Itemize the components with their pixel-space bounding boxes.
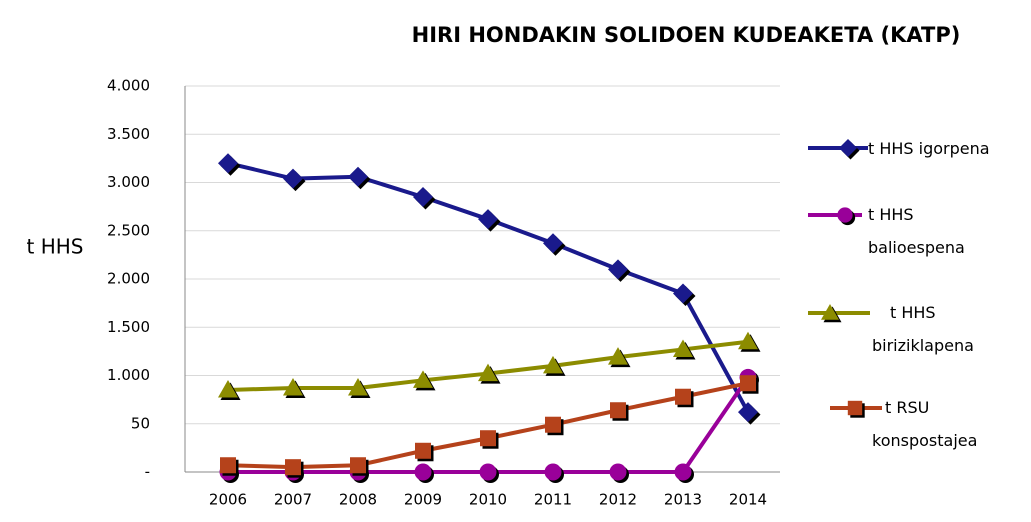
legend-label: t RSU konspostajea	[872, 398, 978, 450]
marker	[478, 209, 498, 230]
marker	[544, 463, 562, 481]
y-tick-label: -	[145, 463, 150, 481]
marker	[837, 207, 853, 223]
marker	[283, 168, 303, 189]
marker	[479, 463, 497, 481]
y-axis-label: t HHS	[27, 235, 84, 259]
marker	[847, 400, 863, 416]
legend-label: t HHS balioespena	[868, 205, 965, 257]
marker	[740, 375, 756, 392]
marker	[415, 442, 431, 459]
marker	[350, 457, 366, 474]
legend-label: t HHS biriziklapena	[872, 303, 974, 355]
y-tick-label: 1.000	[107, 366, 150, 384]
marker	[414, 463, 432, 481]
x-tick-label: 2008	[339, 491, 377, 509]
marker	[480, 430, 496, 447]
marker	[608, 259, 628, 280]
series-line	[228, 376, 750, 474]
marker	[609, 463, 627, 481]
marker	[738, 331, 758, 350]
x-tick-label: 2007	[274, 491, 312, 509]
y-tick-label: 3.000	[107, 173, 150, 191]
marker	[673, 283, 693, 304]
x-tick-label: 2006	[209, 491, 247, 509]
marker	[839, 139, 857, 157]
marker	[673, 339, 693, 357]
marker	[610, 402, 626, 419]
marker	[218, 153, 238, 174]
marker	[413, 186, 433, 207]
x-tick-label: 2011	[534, 491, 572, 509]
marker	[218, 379, 238, 398]
marker	[413, 370, 433, 388]
y-tick-label: 4.000	[107, 77, 150, 95]
marker	[738, 402, 758, 423]
marker	[348, 166, 368, 187]
y-tick-label: 50	[131, 414, 150, 432]
marker	[543, 355, 563, 374]
legend-label: t HHS igorpena	[868, 139, 990, 158]
marker	[545, 416, 561, 433]
marker	[608, 347, 628, 365]
x-tick-label: 2012	[599, 491, 637, 509]
x-tick-label: 2014	[729, 491, 767, 509]
x-tick-label: 2009	[404, 491, 442, 509]
marker	[821, 304, 839, 320]
marker	[283, 378, 303, 396]
marker	[675, 388, 691, 405]
y-tick-label: 2.000	[107, 270, 150, 288]
marker	[478, 363, 498, 382]
marker	[285, 459, 301, 476]
chart-title: HIRI HONDAKIN SOLIDOEN KUDEAKETA (KATP)	[412, 23, 961, 47]
x-tick-label: 2010	[469, 491, 507, 509]
marker	[220, 457, 236, 474]
y-tick-label: 2.500	[107, 221, 150, 239]
series-line	[227, 381, 749, 470]
x-tick-label: 2013	[664, 491, 702, 509]
marker	[674, 463, 692, 481]
y-tick-label: 1.500	[107, 318, 150, 336]
marker	[543, 233, 563, 254]
marker	[348, 378, 368, 396]
y-tick-label: 3.500	[107, 125, 150, 143]
